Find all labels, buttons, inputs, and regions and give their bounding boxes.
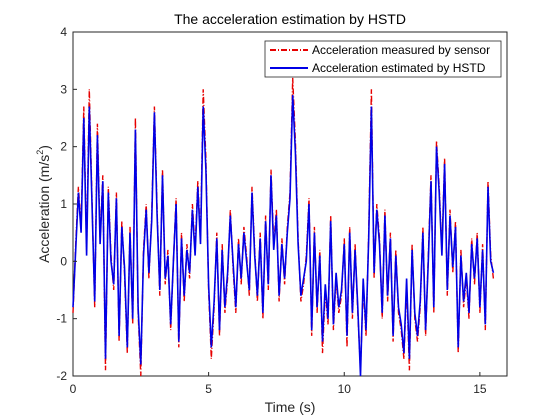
plot-area: 0 5 10 15 -2 -1 0 1 2 3 4 (56, 25, 508, 396)
y-tick-label-4: 2 (60, 140, 67, 154)
y-axis-title-suffix: ) (36, 145, 52, 150)
x-tick-label-3: 15 (473, 382, 487, 396)
legend: Acceleration measured by sensor Accelera… (264, 40, 502, 78)
legend-box (264, 40, 502, 78)
y-tick-label-6: 4 (60, 25, 67, 39)
legend-label-hstd: Acceleration estimated by HSTD (312, 61, 486, 75)
y-tick-label-5: 3 (60, 82, 67, 96)
y-axis-title-main: Acceleration (m/s (36, 155, 52, 263)
y-axis-title: Acceleration (m/s2) (35, 145, 52, 263)
y-axis-title-superscript: 2 (35, 150, 45, 155)
y-tick-label-3: 1 (60, 197, 67, 211)
y-tick-label-2: 0 (60, 254, 67, 268)
x-tick-label-0: 0 (70, 382, 77, 396)
tick-layer: 0 5 10 15 -2 -1 0 1 2 3 4 (56, 25, 487, 396)
legend-label-sensor: Acceleration measured by sensor (312, 43, 490, 57)
y-tick-label-1: -1 (56, 312, 67, 326)
x-tick-label-2: 10 (338, 382, 352, 396)
y-tick-label-0: -2 (56, 369, 67, 383)
series-line-1 (72, 95, 495, 377)
series-layer (72, 77, 495, 377)
chart-title: The acceleration estimation by HSTD (174, 11, 406, 27)
x-axis-title: Time (s) (265, 399, 316, 415)
x-tick-label-1: 5 (205, 382, 212, 396)
